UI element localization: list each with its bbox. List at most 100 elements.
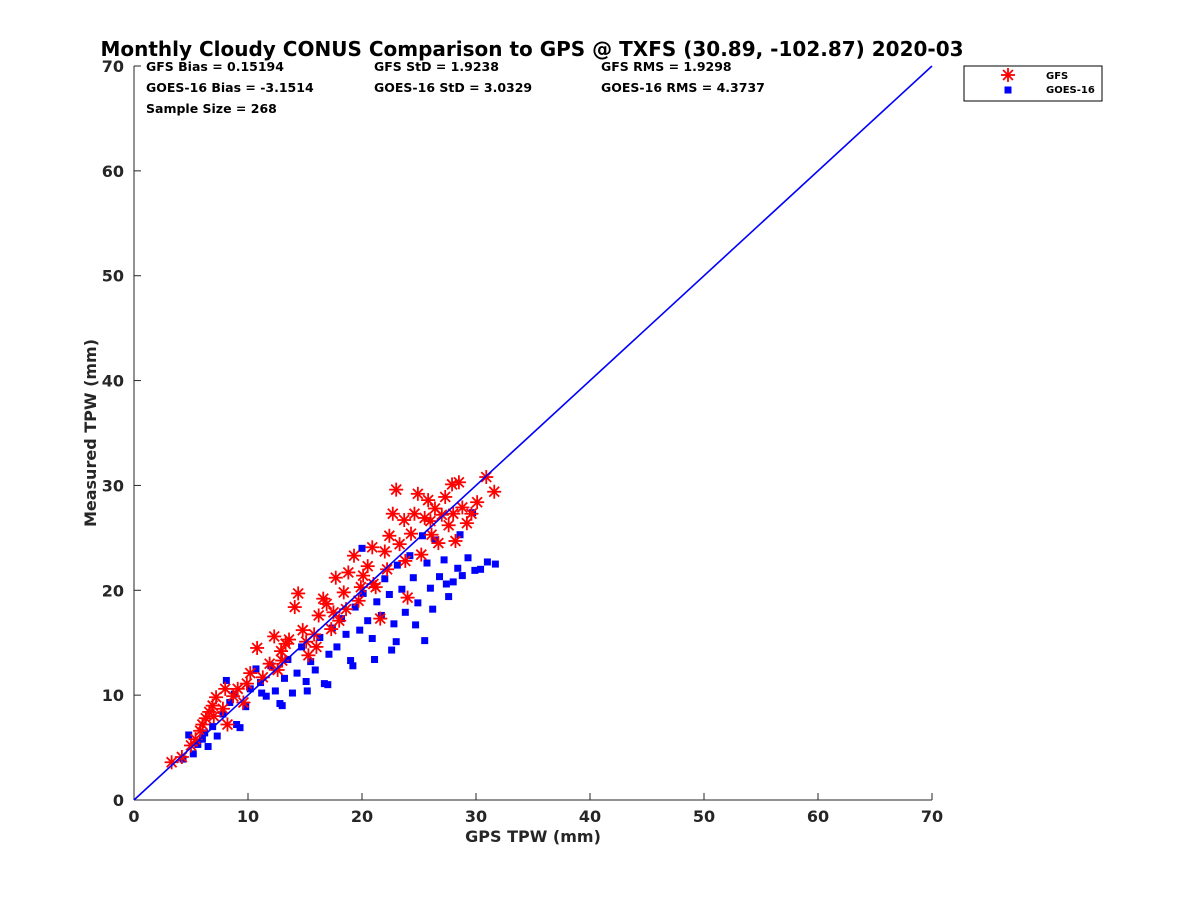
- goes16-point: [401, 608, 409, 616]
- goes16-point: [303, 687, 311, 695]
- goes16-point: [258, 689, 266, 697]
- goes16-point: [316, 633, 324, 641]
- goes16-point: [349, 662, 357, 670]
- goes16-point: [412, 621, 420, 629]
- x-tick-label: 30: [465, 807, 487, 826]
- goes16-point: [368, 635, 376, 643]
- gfs-point: [385, 506, 400, 521]
- y-tick-label: 10: [102, 686, 124, 705]
- goes16-point: [429, 605, 437, 613]
- legend: GFS GOES-16: [963, 65, 1103, 102]
- goes16-point: [456, 531, 464, 539]
- y-tick-label: 40: [102, 372, 124, 391]
- gfs-point: [230, 681, 245, 696]
- goes16-point: [454, 564, 462, 572]
- gfs-point: [236, 695, 251, 710]
- goes16-point: [393, 561, 401, 569]
- goes16-point: [204, 743, 212, 751]
- gfs-point: [424, 527, 439, 542]
- one-to-one-line: [133, 65, 933, 801]
- goes16-point: [371, 655, 379, 663]
- gfs-point: [438, 489, 453, 504]
- gfs-point: [451, 475, 466, 490]
- gfs-point: [282, 632, 297, 647]
- goes16-point: [213, 732, 221, 740]
- goes16-point: [483, 558, 491, 566]
- x-tick-label: 60: [807, 807, 829, 826]
- goes16-point: [293, 669, 301, 677]
- gfs-point: [470, 495, 485, 510]
- goes16-point: [302, 678, 310, 686]
- gfs-point: [243, 666, 258, 681]
- gfs-point: [487, 484, 502, 499]
- goes16-point: [385, 590, 393, 598]
- y-tick-label: 60: [102, 162, 124, 181]
- x-tick-label: 40: [579, 807, 601, 826]
- goes16-point: [201, 729, 209, 737]
- x-axis-label: GPS TPW (mm): [465, 827, 601, 846]
- gfs-point: [448, 534, 463, 549]
- goes16-point: [311, 666, 319, 674]
- gfs-point: [365, 540, 380, 555]
- gfs-point: [319, 596, 334, 611]
- stat-gfs-rms: GFS RMS = 1.9298: [601, 59, 732, 74]
- goes16-point: [388, 646, 396, 654]
- stat-goes-std: GOES-16 StD = 3.0329: [374, 80, 532, 95]
- x-tick-label: 10: [237, 807, 259, 826]
- goes16-point: [491, 560, 499, 568]
- gfs-point: [220, 717, 235, 732]
- gfs-point: [287, 600, 302, 615]
- gfs-point: [267, 629, 282, 644]
- goes16-point: [262, 692, 270, 700]
- goes16-point: [252, 665, 260, 673]
- legend-box: [963, 65, 1103, 102]
- goes16-point: [271, 687, 279, 695]
- gfs-point: [206, 709, 221, 724]
- goes16-point: [342, 630, 350, 638]
- stat-sample-size: Sample Size = 268: [146, 101, 277, 116]
- gfs-point: [377, 544, 392, 559]
- gfs-point: [410, 486, 425, 501]
- gfs-point: [336, 585, 351, 600]
- gfs-point: [341, 565, 356, 580]
- goes16-point: [226, 698, 234, 706]
- goes16-point: [351, 603, 359, 611]
- goes16-point: [307, 658, 315, 666]
- gfs-point: [347, 548, 362, 563]
- goes16-point: [278, 702, 286, 710]
- x-tick-label: 50: [693, 807, 715, 826]
- y-tick-label: 0: [113, 791, 124, 810]
- x-tick-label: 20: [351, 807, 373, 826]
- gfs-point: [215, 701, 230, 716]
- chart-title: Monthly Cloudy CONUS Comparison to GPS @…: [100, 37, 963, 61]
- gfs-point: [446, 506, 461, 521]
- gfs-point: [332, 613, 347, 628]
- goes16-point: [194, 740, 202, 748]
- gfs-point: [434, 507, 449, 522]
- goes16-point: [464, 554, 472, 562]
- goes16-point: [381, 575, 389, 583]
- gfs-point: [291, 586, 306, 601]
- goes16-point: [423, 559, 431, 567]
- gfs-point: [421, 493, 436, 508]
- goes16-point: [233, 721, 241, 729]
- gfs-point: [414, 547, 429, 562]
- gfs-point: [400, 590, 415, 605]
- gfs-point: [295, 623, 310, 638]
- goes16-point: [477, 565, 485, 573]
- y-tick-label: 50: [102, 267, 124, 286]
- goes16-point: [377, 611, 385, 619]
- gfs-point: [380, 562, 395, 577]
- goes16-point: [347, 657, 355, 665]
- gfs-point: [455, 500, 470, 515]
- gfs-point: [441, 518, 456, 533]
- goes16-point: [442, 580, 450, 588]
- series-layer: [164, 470, 502, 770]
- goes16-point: [185, 731, 193, 739]
- goes16-point: [359, 589, 367, 597]
- goes16-point: [356, 626, 364, 634]
- goes16-point: [398, 585, 406, 593]
- gfs-point: [392, 537, 407, 552]
- gfs-point: [311, 608, 326, 623]
- legend-asterisk: [1001, 68, 1015, 82]
